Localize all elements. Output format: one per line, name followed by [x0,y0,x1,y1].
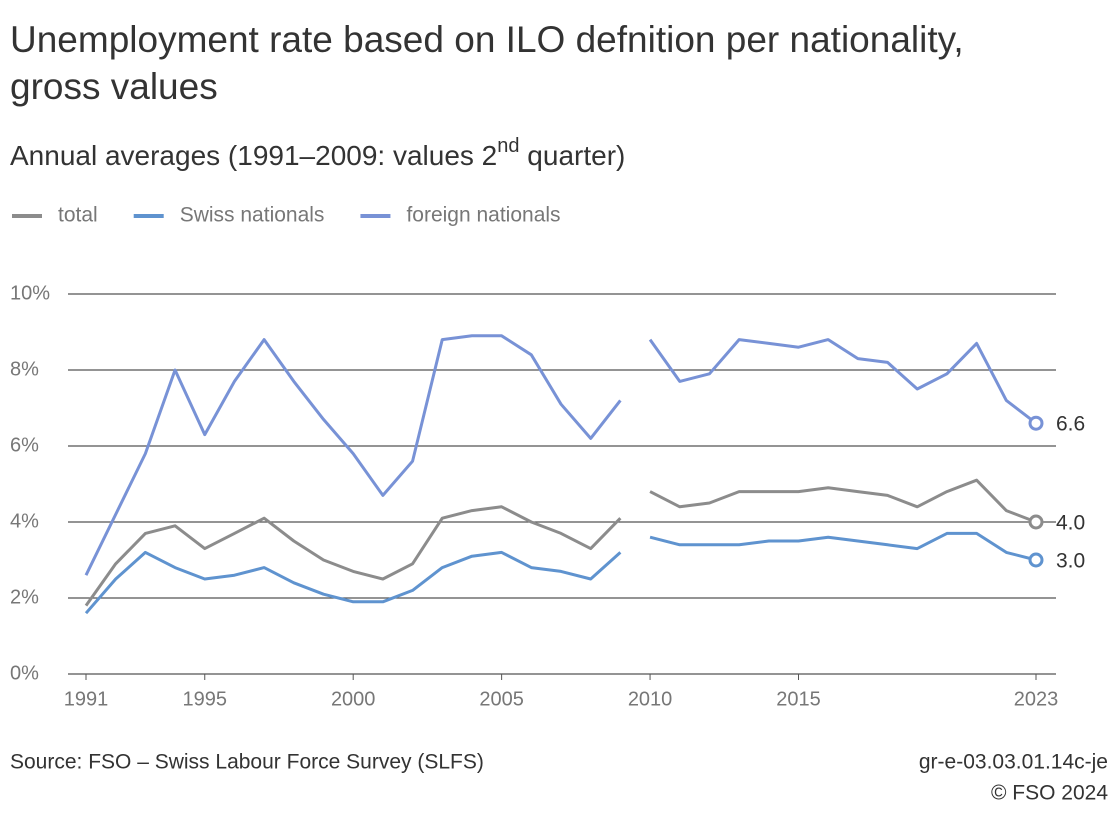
x-tick-label: 2005 [479,688,524,710]
source: Source: FSO – Swiss Labour Force Survey … [10,751,484,774]
x-tick-label: 1991 [64,688,109,710]
subtitle-part: nd [497,135,519,157]
y-tick-label: 6% [10,434,39,456]
data-label: 6.6 [1056,413,1085,436]
series-line [84,505,622,607]
series-line [649,531,1037,562]
legend-label: Swiss nationals [180,204,325,227]
x-tick-label: 2023 [1014,688,1059,710]
series-line [648,338,1037,425]
x-tick-label: 2010 [628,688,673,710]
end-marker [1028,552,1044,568]
x-tick-label: 2000 [331,688,376,710]
series-line [84,334,622,576]
chart-code: gr-e-03.03.01.14c-je [919,751,1108,774]
series-line [649,478,1037,524]
end-marker [1028,514,1044,530]
data-label: 3.0 [1056,550,1085,573]
data-label: 4.0 [1056,512,1085,535]
chart-title: Unemployment rate based on ILO defnition… [10,19,964,60]
y-tick-label: 0% [10,662,39,684]
chart-subtitle: Annual averages (1991–2009: values 2nd q… [10,135,625,171]
copyright: © FSO 2024 [991,782,1108,805]
series-line [84,550,622,615]
x-tick-label: 1995 [183,688,228,710]
legend-label: total [58,204,98,227]
y-tick-label: 2% [10,586,39,608]
y-tick-label: 8% [10,358,39,380]
x-tick-label: 2015 [776,688,821,710]
y-tick-label: 4% [10,510,39,532]
subtitle-part: Annual averages (1991–2009: values 2 [10,140,497,171]
chart-title: gross values [10,66,218,107]
legend-label: foreign nationals [406,204,560,227]
end-marker [1028,415,1044,431]
subtitle-part: quarter) [520,140,626,171]
y-tick-label: 10% [10,282,50,304]
